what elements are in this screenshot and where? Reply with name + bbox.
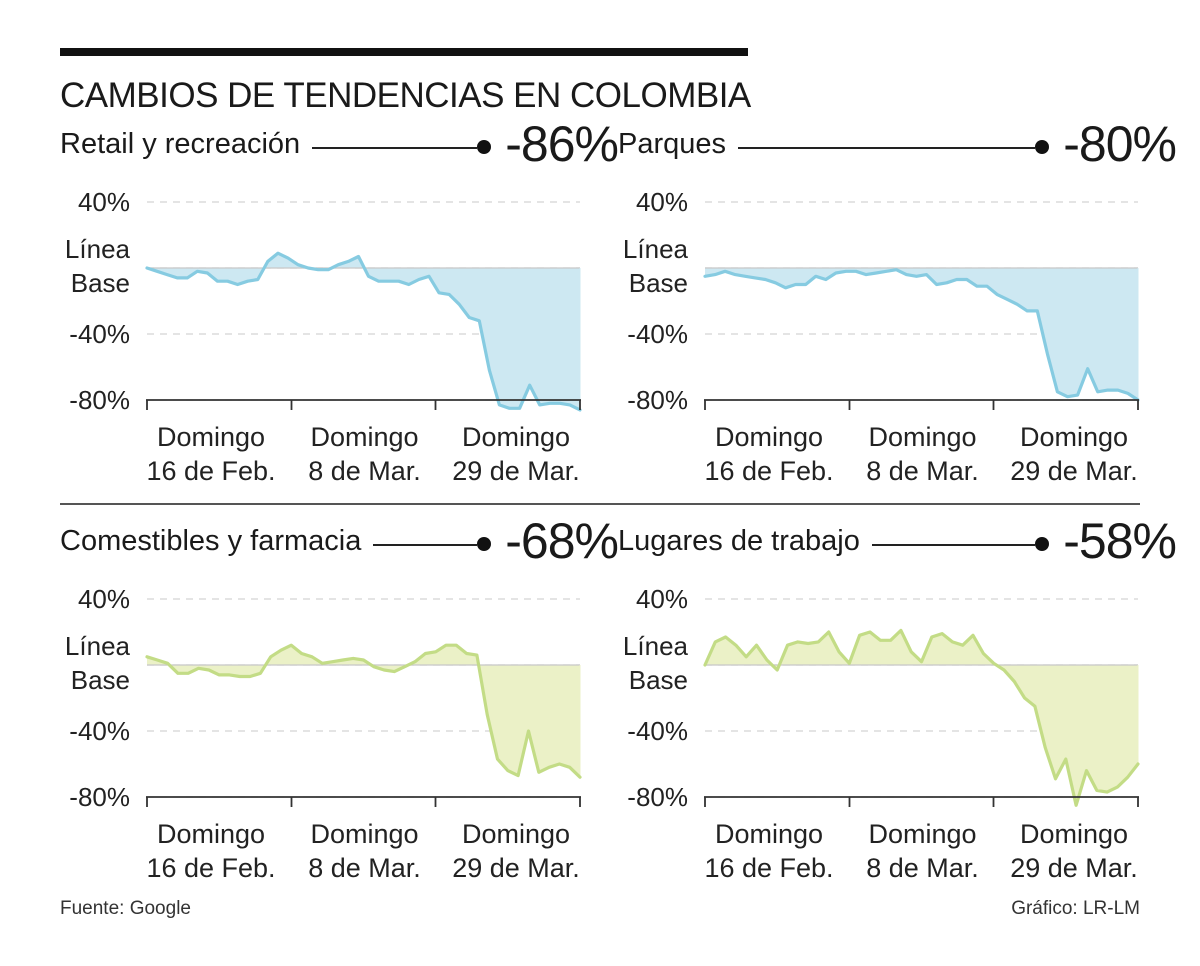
y-tick-label-line: Base	[629, 665, 688, 695]
leader-dot	[1035, 140, 1049, 154]
chart-retail: 40%Línea Base-40%-80%Domingo 16 de Feb.Dom…	[65, 187, 582, 486]
main-title: CAMBIOS DE TENDENCIAS EN COLOMBIA	[60, 76, 751, 115]
series-line	[703, 268, 1140, 402]
panel-parques: Parques -80% 40% Línea Base -40% -80% Domingo…	[618, 116, 1178, 514]
y-tick-label: -80%	[69, 385, 130, 415]
x-tick-label-line: 29 de Mar.	[452, 853, 580, 883]
y-tick-label: -40%	[69, 716, 130, 746]
x-tick-label-line: Domingo	[462, 422, 570, 452]
x-tick-label-line: 8 de Mar.	[308, 853, 421, 883]
x-tick-label: Domingo 16 de Feb.	[146, 819, 275, 883]
chart-parques: 40%Línea Base-40%-80%Domingo 16 de Feb.Dom…	[623, 187, 1140, 486]
x-tick-label-line: Domingo	[715, 819, 823, 849]
area-fill	[705, 268, 1138, 400]
y-tick-label: 40%	[78, 584, 130, 614]
y-tick-label-line: Base	[71, 665, 130, 695]
area-fill	[705, 630, 1138, 806]
x-tick-label: Domingo 8 de Mar.	[308, 422, 421, 486]
x-tick-label-line: Domingo	[310, 819, 418, 849]
chart-comestibles: 40%Línea Base-40%-80%Domingo 16 de Feb.Dom…	[65, 584, 582, 883]
y-tick-label-line: Base	[629, 268, 688, 298]
y-tick-label-line: Línea	[65, 234, 131, 264]
x-tick-label-line: 16 de Feb.	[146, 456, 275, 486]
y-tick-label: -80%	[627, 385, 688, 415]
y-tick-label-line: Base	[71, 268, 130, 298]
x-tick-label-line: 29 de Mar.	[1010, 456, 1138, 486]
x-tick-label: Domingo 8 de Mar.	[866, 819, 979, 883]
y-tick-label: Línea Base	[65, 631, 131, 695]
x-tick-label-line: Domingo	[462, 819, 570, 849]
panel-title: Lugares de trabajo	[618, 525, 860, 557]
leader-line	[373, 544, 477, 546]
y-tick-label: 40%	[78, 187, 130, 217]
y-tick-label-line: Línea	[623, 234, 689, 264]
x-tick-label: Domingo 29 de Mar.	[452, 422, 580, 486]
panel-title: Retail y recreación	[60, 128, 301, 160]
x-tick-label-line: 8 de Mar.	[866, 456, 979, 486]
leader-dot	[477, 140, 491, 154]
leader-dot	[1035, 537, 1049, 551]
x-tick-label: Domingo 8 de Mar.	[866, 422, 979, 486]
y-tick-label: -40%	[69, 319, 130, 349]
area-fill	[147, 253, 580, 410]
leader-line	[872, 544, 1035, 546]
y-tick-label: Línea Base	[623, 234, 689, 298]
y-tick-label-line: Línea	[65, 631, 131, 661]
divider	[60, 503, 1140, 505]
panel-retail: Retail y recreación -86% 40% Línea Base -40…	[60, 116, 620, 514]
y-tick-label: -40%	[627, 319, 688, 349]
y-tick-label-line: Línea	[623, 631, 689, 661]
series-line	[703, 628, 1140, 807]
x-tick-label-line: 29 de Mar.	[452, 456, 580, 486]
x-tick-label-line: Domingo	[868, 819, 976, 849]
x-tick-label: Domingo 29 de Mar.	[1010, 819, 1138, 883]
series-line	[145, 643, 582, 779]
leader-line	[738, 147, 1035, 149]
panel-title: Parques	[618, 128, 727, 160]
leader-line	[312, 147, 477, 149]
x-tick-label: Domingo 16 de Feb.	[704, 422, 833, 486]
credit-note: Gráfico: LR-LM	[1011, 898, 1140, 919]
x-tick-label-line: 16 de Feb.	[704, 853, 833, 883]
x-tick-label-line: Domingo	[715, 422, 823, 452]
y-tick-label: 40%	[636, 187, 688, 217]
x-tick-label-line: Domingo	[868, 422, 976, 452]
panel-value: -80%	[1063, 116, 1177, 172]
panel-value: -86%	[505, 116, 619, 172]
x-tick-label-line: Domingo	[1020, 819, 1128, 849]
source-note: Fuente: Google	[60, 898, 191, 919]
x-tick-label-line: Domingo	[157, 422, 265, 452]
x-tick-label-line: 16 de Feb.	[146, 853, 275, 883]
x-tick-label-line: 29 de Mar.	[1010, 853, 1138, 883]
x-tick-label-line: Domingo	[310, 422, 418, 452]
panel-value: -58%	[1063, 513, 1177, 569]
x-tick-label-line: Domingo	[157, 819, 265, 849]
y-tick-label: -40%	[627, 716, 688, 746]
x-tick-label-line: 16 de Feb.	[704, 456, 833, 486]
panel-comestibles: Comestibles y farmacia -68% 40% Línea Base…	[60, 513, 620, 911]
panel-title: Comestibles y farmacia	[60, 525, 362, 557]
y-tick-label: -80%	[69, 782, 130, 812]
x-tick-label-line: 8 de Mar.	[866, 853, 979, 883]
y-tick-label: -80%	[627, 782, 688, 812]
x-tick-label: Domingo 29 de Mar.	[452, 819, 580, 883]
panel-value: -68%	[505, 513, 619, 569]
x-tick-label-line: Domingo	[1020, 422, 1128, 452]
x-tick-label-line: 8 de Mar.	[308, 456, 421, 486]
panel-trabajo: Lugares de trabajo -58% 40% Línea Base -40%…	[618, 513, 1178, 911]
leader-dot	[477, 537, 491, 551]
y-tick-label: Línea Base	[623, 631, 689, 695]
top-rule	[60, 48, 748, 56]
chart-trabajo: 40%Línea Base-40%-80%Domingo 16 de Feb.Dom…	[623, 584, 1140, 883]
x-tick-label: Domingo 16 de Feb.	[704, 819, 833, 883]
y-tick-label: Línea Base	[65, 234, 131, 298]
x-tick-label: Domingo 8 de Mar.	[308, 819, 421, 883]
series-line	[145, 251, 582, 412]
x-tick-label: Domingo 16 de Feb.	[146, 422, 275, 486]
x-tick-label: Domingo 29 de Mar.	[1010, 422, 1138, 486]
y-tick-label: 40%	[636, 584, 688, 614]
area-fill	[147, 645, 580, 778]
